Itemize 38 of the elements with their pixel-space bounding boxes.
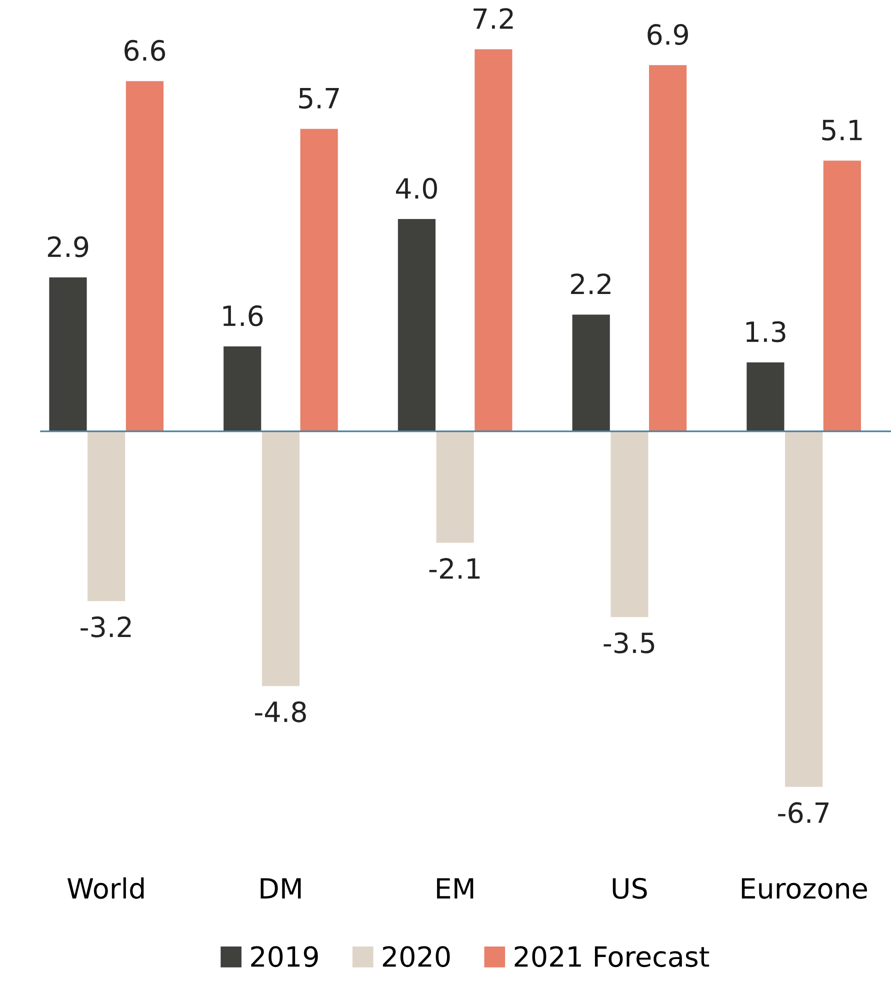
bar [398,219,436,432]
bar [262,431,300,686]
bar [649,65,687,432]
bar [224,346,262,432]
data-label: -3.2 [80,616,131,638]
bar [88,431,126,602]
data-label: 6.6 [124,40,166,61]
data-label: 5.1 [822,120,862,141]
x-tick-label: Eurozone [742,878,867,899]
data-label: 2.9 [48,236,88,258]
bar [126,81,164,432]
bar [610,431,648,618]
legend-label: 2019 [251,946,318,968]
data-label: 2.2 [571,273,610,294]
data-label: 6.9 [648,24,688,46]
data-label: 4.0 [396,178,437,199]
bar [785,431,823,787]
bar [300,128,338,432]
x-tick-label: EM [437,878,474,898]
data-label: 5.7 [299,88,339,109]
x-tick-label: World [67,877,144,899]
data-label: -4.8 [254,701,306,722]
legend-label: 2021 Forecast [514,946,710,968]
bar [823,160,861,432]
data-label: 1.6 [223,305,263,326]
bar [474,49,512,432]
bar [49,277,87,432]
data-label: 1.3 [746,321,786,342]
bar [436,431,474,543]
data-label: 7.2 [474,8,513,29]
bar [572,314,610,432]
data-label: -2.1 [429,558,480,579]
data-label: -6.7 [778,802,829,824]
legend-label: 2020 [382,946,450,968]
x-tick-label: DM [260,878,301,898]
bar [746,362,784,432]
x-tick-label: US [612,878,647,899]
data-label: -3.5 [604,632,654,654]
